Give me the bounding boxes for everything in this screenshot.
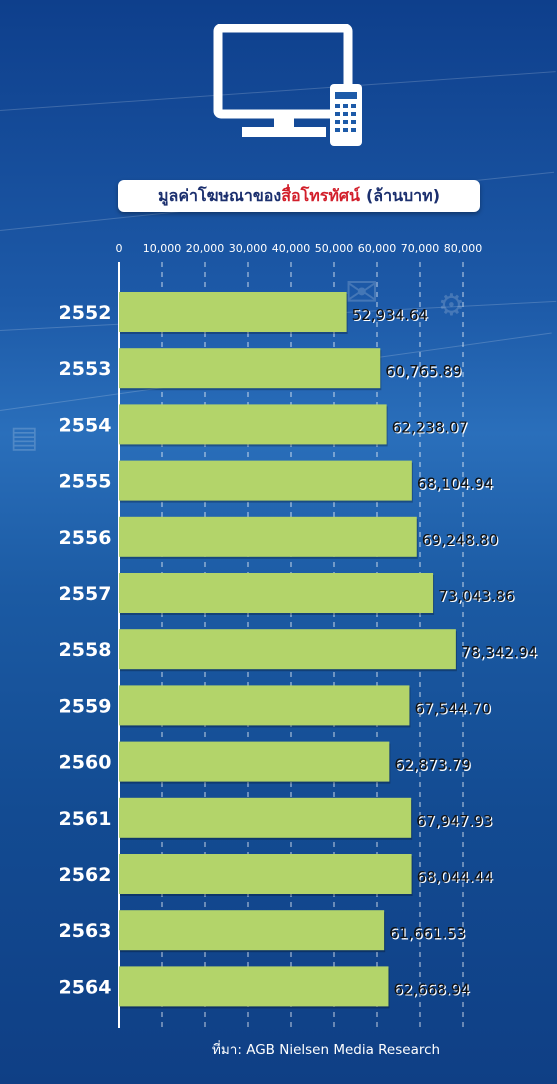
data-label-shadow: 78,342.94 — [462, 644, 538, 662]
gear-icon: ⚙ — [438, 288, 465, 323]
data-label: 73,043.86 — [438, 587, 514, 605]
category-label: 2560 — [59, 752, 112, 774]
bar — [119, 573, 434, 613]
x-tick-label: 10,000 — [143, 242, 182, 255]
bar — [119, 404, 387, 445]
x-tick-label: 40,000 — [272, 242, 311, 255]
data-label-shadow: 62,668.94 — [395, 982, 471, 1000]
x-tick-label: 50,000 — [315, 242, 354, 255]
x-tick-label: 20,000 — [186, 242, 225, 255]
data-label-shadow: 68,104.94 — [418, 476, 494, 494]
data-label-shadow: 68,044.44 — [418, 869, 494, 887]
data-label: 67,544.70 — [414, 699, 490, 717]
category-label: 2553 — [59, 358, 112, 380]
category-label: 2559 — [59, 695, 112, 717]
data-label-shadow: 60,765.89 — [386, 363, 462, 381]
bar — [119, 685, 410, 726]
data-label-shadow: 67,544.70 — [416, 701, 492, 719]
data-label-shadow: 52,934.64 — [353, 307, 429, 325]
bar — [119, 741, 390, 782]
title-main: มูลค่าโฆษณาของ — [157, 185, 282, 205]
data-label: 67,947.93 — [416, 812, 492, 830]
data-label: 68,044.44 — [417, 868, 493, 886]
data-label: 68,104.94 — [417, 475, 493, 493]
bar — [119, 910, 385, 951]
source-credit: ที่มา: AGB Nielsen Media Research — [212, 1042, 441, 1058]
category-label: 2562 — [59, 864, 112, 886]
data-label: 60,765.89 — [385, 362, 461, 380]
x-tick-label: 70,000 — [401, 242, 440, 255]
bar — [119, 629, 456, 670]
bar — [119, 348, 381, 389]
data-label: 61,661.53 — [389, 924, 465, 942]
data-label: 62,668.94 — [393, 980, 469, 998]
category-label: 2561 — [59, 808, 112, 830]
data-label: 78,342.94 — [461, 643, 537, 661]
x-tick-label: 60,000 — [358, 242, 397, 255]
bar — [119, 854, 412, 894]
category-label: 2558 — [59, 639, 112, 661]
data-label-shadow: 62,873.79 — [396, 757, 472, 775]
title-highlight: สื่อโทรทัศน์ — [281, 185, 360, 205]
data-label: 62,873.79 — [394, 756, 470, 774]
bar — [119, 797, 412, 838]
data-label-shadow: 69,248.80 — [423, 532, 499, 550]
data-label-shadow: 67,947.93 — [417, 813, 493, 831]
title-unit: (ล้านบาท) — [365, 185, 441, 205]
bar — [119, 460, 412, 501]
tv-remote-icon — [213, 24, 362, 146]
chart-title: มูลค่าโฆษณาของ สื่อโทรทัศน์ (ล้านบาท) — [118, 180, 480, 212]
data-label: 52,934.64 — [352, 306, 428, 324]
bar — [119, 516, 417, 557]
category-label: 2555 — [59, 471, 112, 493]
x-tick-label: 0 — [116, 242, 123, 255]
category-label: 2556 — [59, 527, 112, 549]
category-label: 2563 — [59, 920, 112, 942]
data-label-shadow: 73,043.86 — [439, 588, 515, 606]
category-label: 2564 — [59, 976, 112, 998]
data-label: 69,248.80 — [422, 531, 498, 549]
data-label-shadow: 61,661.53 — [390, 925, 466, 943]
category-label: 2557 — [59, 583, 112, 605]
document-icon: ▤ — [10, 420, 39, 455]
data-label-shadow: 62,238.07 — [393, 420, 469, 438]
category-label: 2552 — [59, 302, 112, 324]
data-label: 62,238.07 — [392, 418, 468, 436]
category-label: 2554 — [59, 414, 112, 436]
x-tick-label: 30,000 — [229, 242, 268, 255]
x-tick-label: 80,000 — [444, 242, 483, 255]
bar — [119, 966, 389, 1007]
bar — [119, 292, 347, 332]
envelope-icon: ✉ — [345, 270, 379, 316]
